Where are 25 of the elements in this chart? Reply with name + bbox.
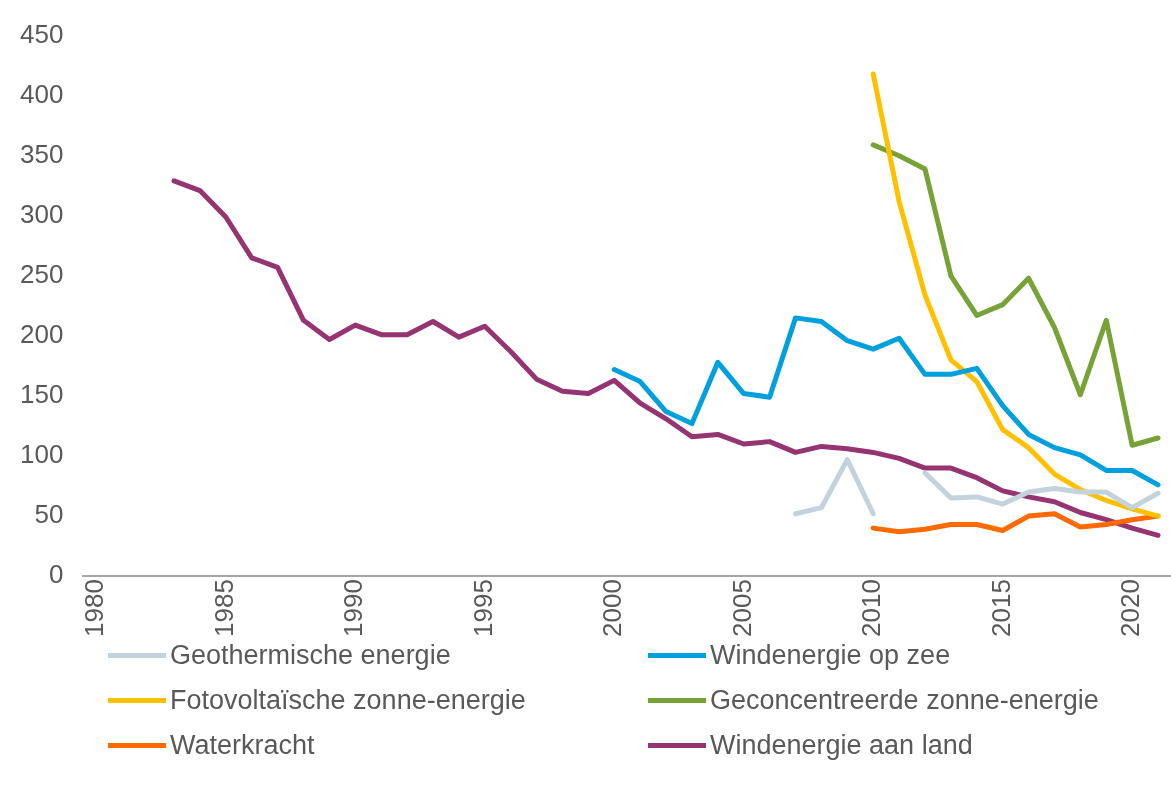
y-tick-label: 100 — [19, 439, 64, 470]
x-tick-label: 1995 — [467, 579, 498, 637]
x-tick-label: 2005 — [726, 579, 757, 637]
legend-label: Waterkracht — [170, 730, 315, 761]
legend-label: Fotovoltaïsche zonne-energie — [170, 685, 526, 716]
x-tick-label: 2015 — [985, 579, 1016, 637]
y-tick-label: 50 — [34, 499, 64, 530]
y-tick-label: 350 — [19, 138, 64, 169]
legend-label: Windenergie op zee — [710, 640, 951, 671]
x-tick-label: 1990 — [338, 579, 369, 637]
y-tick-label: 200 — [19, 319, 64, 350]
x-tick-label: 2020 — [1115, 579, 1146, 637]
legend-label: Geconcentreerde zonne-energie — [710, 685, 1099, 716]
x-tick-label: 1980 — [79, 579, 110, 637]
y-tick-label: 0 — [48, 559, 64, 590]
y-tick-label: 250 — [19, 259, 64, 290]
y-tick-label: 150 — [19, 379, 64, 410]
y-tick-label: 400 — [19, 78, 64, 109]
x-tick-label: 2000 — [597, 579, 628, 637]
x-tick-label: 1985 — [208, 579, 239, 637]
legend-label: Windenergie aan land — [710, 730, 973, 761]
y-tick-label: 450 — [19, 18, 64, 49]
x-tick-label: 2010 — [856, 579, 887, 637]
y-tick-label: 300 — [19, 198, 64, 229]
legend-label: Geothermische energie — [170, 640, 451, 671]
